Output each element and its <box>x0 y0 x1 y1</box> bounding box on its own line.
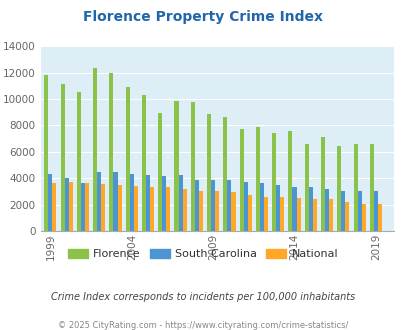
Bar <box>320 137 324 231</box>
Bar <box>308 187 312 231</box>
Bar <box>190 102 194 231</box>
Bar <box>373 191 377 231</box>
Bar <box>44 75 48 231</box>
Bar <box>81 183 85 231</box>
Bar <box>337 146 341 231</box>
Bar <box>361 204 365 231</box>
Bar <box>211 180 215 231</box>
Bar <box>271 133 275 231</box>
Bar <box>93 68 97 231</box>
Bar <box>288 131 292 231</box>
Bar <box>239 129 243 231</box>
Bar <box>142 95 146 231</box>
Bar <box>77 92 81 231</box>
Text: Florence Property Crime Index: Florence Property Crime Index <box>83 10 322 24</box>
Bar <box>312 199 316 231</box>
Bar <box>357 191 361 231</box>
Bar <box>275 185 279 231</box>
Bar <box>279 197 284 231</box>
Bar <box>48 174 52 231</box>
Bar <box>207 114 211 231</box>
Bar <box>178 175 182 231</box>
Bar <box>97 172 101 231</box>
Bar <box>345 202 349 231</box>
Bar <box>328 199 333 231</box>
Bar <box>117 185 121 231</box>
Bar <box>113 172 117 231</box>
Bar <box>158 113 162 231</box>
Bar <box>243 182 247 231</box>
Bar <box>64 178 68 231</box>
Bar <box>255 127 259 231</box>
Bar <box>101 184 105 231</box>
Bar <box>296 198 300 231</box>
Bar <box>166 187 170 231</box>
Bar <box>324 189 328 231</box>
Bar <box>174 101 178 231</box>
Bar <box>125 87 130 231</box>
Bar <box>85 183 89 231</box>
Bar <box>134 186 138 231</box>
Bar <box>227 180 231 231</box>
Bar <box>162 176 166 231</box>
Bar <box>247 195 251 231</box>
Bar <box>52 183 56 231</box>
Bar <box>292 187 296 231</box>
Bar <box>304 144 308 231</box>
Bar <box>353 144 357 231</box>
Bar <box>259 183 263 231</box>
Bar <box>182 189 186 231</box>
Bar <box>198 191 202 231</box>
Bar <box>60 84 64 231</box>
Text: © 2025 CityRating.com - https://www.cityrating.com/crime-statistics/: © 2025 CityRating.com - https://www.city… <box>58 321 347 330</box>
Bar <box>150 187 154 231</box>
Bar <box>146 175 150 231</box>
Bar <box>341 191 345 231</box>
Text: Crime Index corresponds to incidents per 100,000 inhabitants: Crime Index corresponds to incidents per… <box>51 292 354 302</box>
Bar <box>215 191 219 231</box>
Bar <box>130 174 134 231</box>
Bar <box>194 180 198 231</box>
Bar <box>263 197 267 231</box>
Bar <box>68 182 72 231</box>
Bar <box>223 117 227 231</box>
Bar <box>109 73 113 231</box>
Bar <box>377 204 381 231</box>
Legend: Florence, South Carolina, National: Florence, South Carolina, National <box>63 244 342 263</box>
Bar <box>231 192 235 231</box>
Bar <box>369 144 373 231</box>
